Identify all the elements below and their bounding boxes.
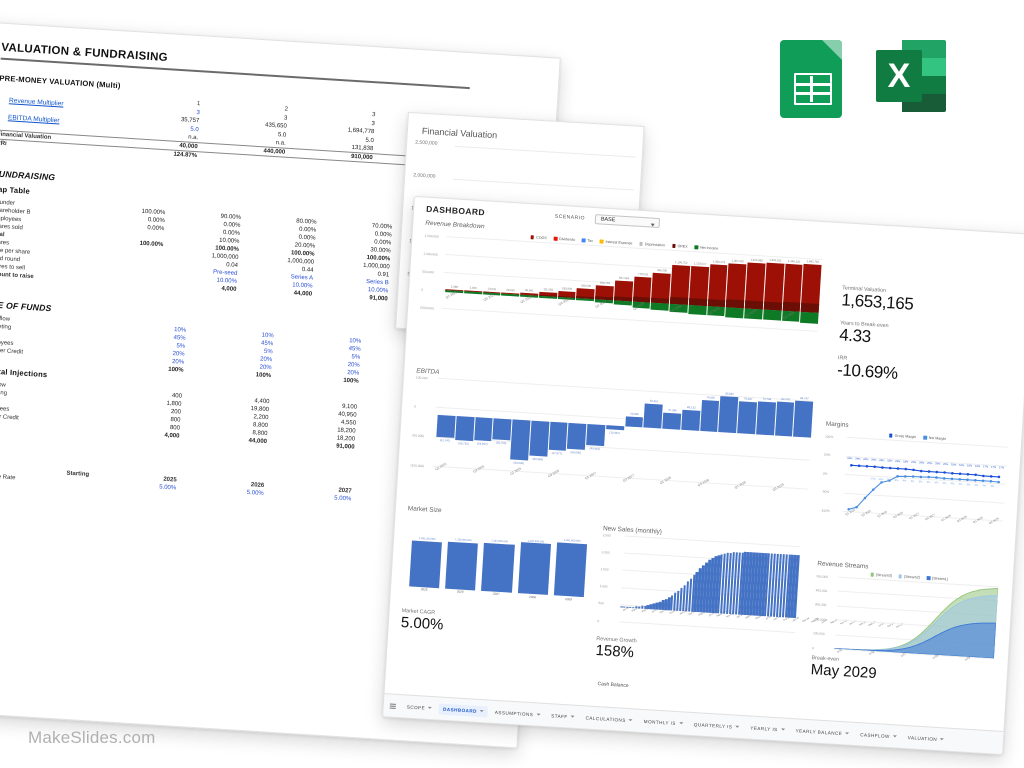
sheet-tab-yearly-is[interactable]: YEARLY IS — [746, 722, 789, 736]
legend-item: [Stream2] — [898, 574, 920, 580]
x-axis-label: Mar-28 — [801, 616, 810, 624]
sheet-tab-label: CASHFLOW — [860, 731, 890, 739]
legend-item: Net Margin — [923, 435, 946, 441]
panel-revenue-breakdown: Revenue Breakdown COGS Dividends Tax Intere… — [419, 220, 825, 356]
watermark: MakeSlides.com — [28, 728, 156, 747]
bar: 1,261,600,000 2029 — [553, 539, 588, 601]
scenario-dropdown[interactable]: BASE — [594, 214, 661, 229]
x-axis-label — [1000, 521, 1005, 526]
google-sheets-icon[interactable] — [780, 40, 842, 118]
panel-revenue-streams: Revenue Streams [Stream3] [Stream2] [Strea… — [810, 560, 1003, 701]
scenario-label: SCENARIO — [554, 213, 586, 222]
bar: 1,202,900,000 2028 — [517, 539, 551, 599]
revenue-streams-areas — [834, 588, 999, 659]
bar: 1,116,400,000 2026 — [445, 538, 479, 594]
sheet-tab-valuation[interactable]: VALUATION — [903, 731, 948, 745]
chevron-down-icon[interactable] — [570, 715, 575, 718]
sheet-tab-label: VALUATION — [907, 734, 938, 742]
sheet-tab-yearly-balance[interactable]: YEARLY BALANCE — [791, 725, 853, 740]
sheet-tab-label: YEARLY BALANCE — [795, 727, 843, 736]
margins-lines — [847, 464, 1001, 511]
legend-item: [Stream1] — [926, 576, 948, 581]
sheet-tab-staff[interactable]: STAFF — [547, 710, 579, 723]
cash-balance-label: Cash Balance — [597, 681, 629, 690]
revenue-streams-chart: 500,000 400,000 300,000 200,000 100,000 0 1/25… — [812, 574, 1001, 662]
chevron-down-icon[interactable] — [940, 738, 945, 741]
panel-market-size: Market Size 1,091,200,000 2025 1,116,400,0… — [400, 505, 593, 646]
sheet-tab-label: SCOPE — [406, 704, 426, 711]
chevron-down-icon[interactable] — [479, 709, 485, 713]
sheet-tab-label: YEARLY IS — [750, 725, 778, 732]
market-size-chart: 1,091,200,000 2025 1,116,400,000 2026 1,141,… — [403, 514, 593, 607]
panel-ebitda: EBITDA 100,000 0 (50,000) (150,000) (51,747)… — [409, 367, 816, 511]
chevron-down-icon[interactable] — [536, 713, 541, 716]
legend-item: Dividends — [553, 236, 575, 242]
app-icon-group: X — [780, 40, 946, 118]
sheet-tab-label: STAFF — [551, 712, 568, 719]
sheet-tab-monthly-is[interactable]: MONTHLY IS — [639, 715, 687, 729]
legend-item: Gross Margin — [889, 433, 916, 439]
chevron-down-icon[interactable] — [780, 728, 785, 731]
excel-x-glyph: X — [876, 50, 922, 102]
sheet-tab-label: QUARTERLY IS — [693, 721, 733, 729]
kpi-column: Terminal Valuation 1,653,165 Years to Br… — [836, 285, 1002, 399]
legend-item: COGS — [530, 235, 547, 240]
legend-item: Tax — [581, 238, 593, 243]
panel-margins: Margins Gross Margin Net Margin 100% 50% 0%… — [819, 421, 1011, 552]
chevron-down-icon[interactable] — [678, 722, 683, 725]
sheet-tab-label: ASSUMPTIONS — [494, 709, 534, 717]
new-sales-chart: 2,500 2,000 1,500 1,000 500 0 Jan-25 Mar-25 May-… — [597, 533, 904, 634]
kpi-market-cagr: Market CAGR 5.00% — [400, 608, 586, 642]
bar: 1,091,200,000 2025 — [409, 537, 443, 592]
bar: 1,141,500,000 2027 — [481, 540, 515, 596]
chevron-down-icon[interactable] — [628, 719, 633, 722]
chevron-down-icon[interactable] — [428, 706, 433, 710]
sheet-tab-dashboard[interactable]: DASHBOARD — [438, 702, 489, 717]
kpi-terminal-valuation: Terminal Valuation 1,653,165 — [841, 285, 1002, 319]
chevron-down-icon[interactable] — [735, 725, 740, 728]
sheet-tab-calculations[interactable]: CALCULATIONS — [581, 712, 637, 726]
sheet-tab-cashflow[interactable]: CASHFLOW — [856, 729, 901, 743]
kpi-irr: IRR -10.69% — [837, 355, 998, 389]
chevron-down-icon[interactable] — [845, 732, 850, 735]
legend-item: Depreciation — [639, 242, 665, 247]
legend-item: [Stream3] — [870, 572, 892, 578]
sheet-tab-label: MONTHLY IS — [643, 718, 677, 726]
kpi-years-to-breakeven: Years to Break-even 4.33 — [839, 320, 1000, 354]
all-sheets-icon[interactable] — [389, 702, 396, 709]
sheet-tab-scope[interactable]: SCOPE — [402, 701, 436, 714]
chevron-down-icon[interactable] — [892, 735, 897, 738]
microsoft-excel-icon[interactable]: X — [876, 40, 946, 112]
legend-item: Interest Expense — [599, 239, 633, 245]
legend-item: OPEX — [671, 244, 688, 249]
sheet-tab-assumptions[interactable]: ASSUMPTIONS — [491, 706, 545, 720]
sheet-tab-label: DASHBOARD — [442, 706, 478, 714]
margins-chart: 100% 50% 0% -50% -100% 24% 24% 24% 24% 23% 23% 23% 2… — [820, 434, 1010, 525]
gridline: 0 — [597, 618, 796, 634]
sheet-tab-label: CALCULATIONS — [585, 714, 626, 723]
sheet-tab-quarterly-is[interactable]: QUARTERLY IS — [690, 718, 744, 732]
kpi-revenue-growth: Revenue Growth 158% — [595, 636, 796, 671]
legend-item: Net Income — [694, 245, 718, 251]
panel-new-sales: New Sales (monthly) 2,500 2,000 1,500 1,000… — [595, 525, 904, 667]
dashboard-title: DASHBOARD — [425, 203, 486, 218]
dashboard-sheet[interactable]: DASHBOARD SCENARIO BASE Revenue Breakdow… — [382, 196, 1024, 755]
